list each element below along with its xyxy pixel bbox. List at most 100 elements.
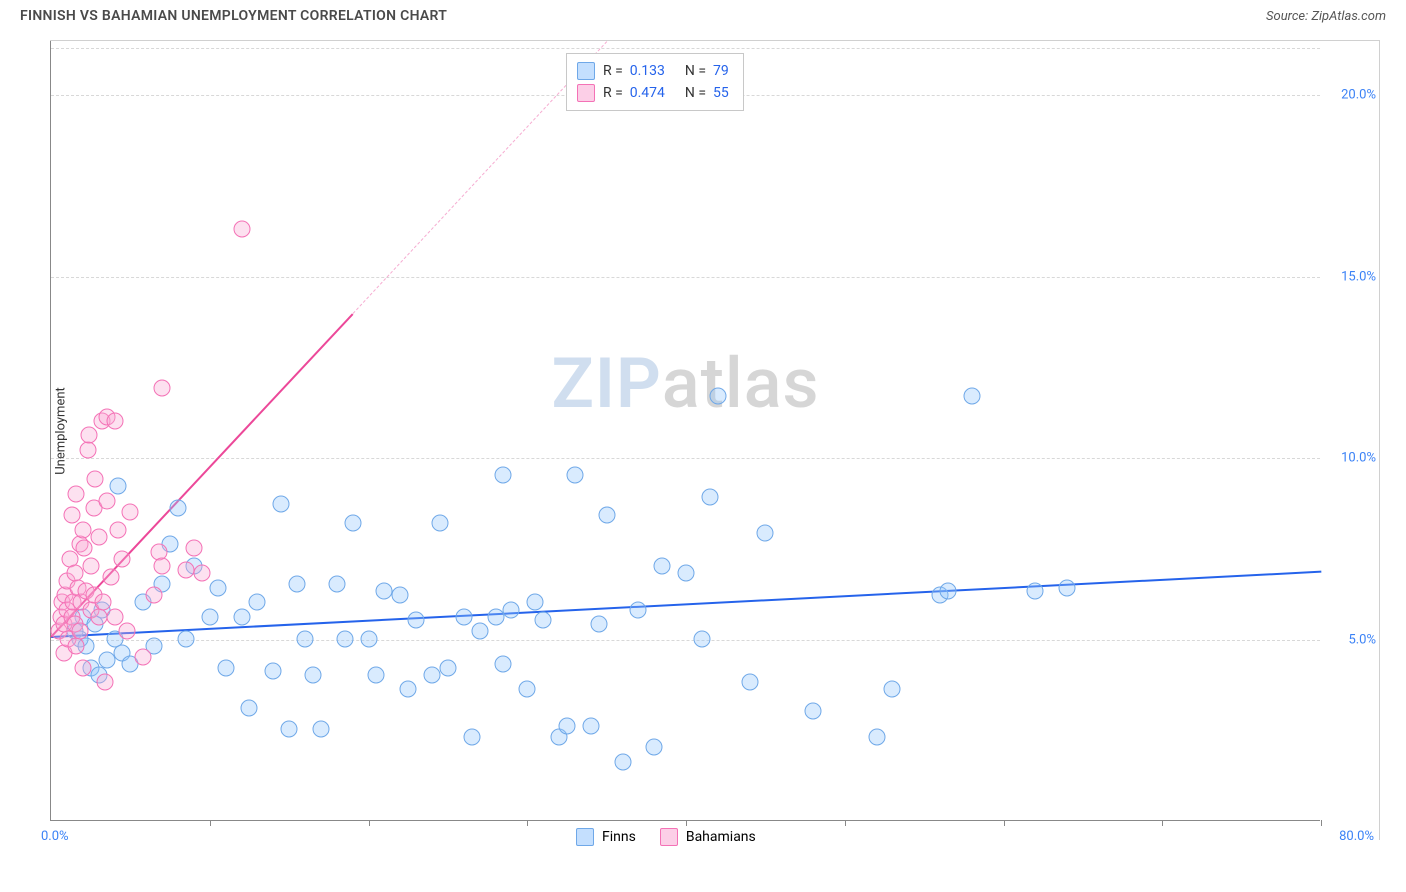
scatter-point: [598, 507, 615, 524]
scatter-point: [392, 587, 409, 604]
scatter-point: [106, 412, 123, 429]
scatter-point: [495, 656, 512, 673]
scatter-point: [709, 387, 726, 404]
scatter-point: [76, 539, 93, 556]
scatter-point: [122, 503, 139, 520]
x-end-label: 80.0%: [1339, 829, 1374, 844]
scatter-point: [68, 637, 85, 654]
scatter-point: [71, 623, 88, 640]
gridline-h: [51, 48, 1320, 49]
gridline-h: [51, 640, 1320, 641]
y-tick-label: 5.0%: [1348, 632, 1376, 647]
scatter-point: [114, 550, 131, 567]
scatter-point: [646, 739, 663, 756]
scatter-point: [74, 659, 91, 676]
legend-n: N = 79: [685, 60, 729, 82]
scatter-point: [233, 608, 250, 625]
scatter-point: [63, 507, 80, 524]
scatter-point: [297, 630, 314, 647]
scatter-point: [304, 666, 321, 683]
scatter-point: [757, 525, 774, 542]
scatter-point: [154, 380, 171, 397]
scatter-point: [535, 612, 552, 629]
series-legend-label: Bahamians: [686, 829, 756, 845]
scatter-point: [558, 717, 575, 734]
scatter-point: [360, 630, 377, 647]
scatter-point: [678, 565, 695, 582]
y-axis-label: Unemployment: [53, 387, 68, 475]
scatter-point: [90, 608, 107, 625]
scatter-point: [376, 583, 393, 600]
stats-legend-row: R = 0.474 N = 55: [577, 82, 729, 104]
scatter-point: [487, 608, 504, 625]
series-legend-item: Bahamians: [660, 828, 756, 846]
scatter-point: [95, 594, 112, 611]
x-tick: [845, 820, 846, 826]
scatter-point: [582, 717, 599, 734]
scatter-point: [82, 558, 99, 575]
scatter-point: [177, 561, 194, 578]
scatter-point: [471, 623, 488, 640]
plot-area: Unemployment ZIPatlas 5.0%10.0%15.0%20.0…: [50, 41, 1320, 821]
scatter-point: [495, 467, 512, 484]
x-origin-label: 0.0%: [41, 829, 69, 844]
y-tick-label: 15.0%: [1341, 269, 1376, 284]
scatter-point: [701, 489, 718, 506]
scatter-point: [503, 601, 520, 618]
x-tick: [527, 820, 528, 826]
x-tick: [1004, 820, 1005, 826]
scatter-point: [68, 485, 85, 502]
scatter-point: [170, 500, 187, 517]
legend-swatch: [576, 828, 594, 846]
scatter-point: [439, 659, 456, 676]
legend-r: R = 0.474: [603, 82, 665, 104]
legend-n: N = 55: [685, 82, 729, 104]
scatter-point: [98, 652, 115, 669]
scatter-point: [90, 529, 107, 546]
scatter-point: [630, 601, 647, 618]
stats-legend-row: R = 0.133N = 79: [577, 60, 729, 82]
scatter-point: [146, 587, 163, 604]
x-tick: [1321, 820, 1322, 826]
scatter-point: [119, 623, 136, 640]
legend-swatch: [660, 828, 678, 846]
scatter-point: [527, 594, 544, 611]
scatter-point: [289, 576, 306, 593]
scatter-point: [217, 659, 234, 676]
scatter-point: [74, 521, 91, 538]
scatter-point: [693, 630, 710, 647]
watermark: ZIPatlas: [551, 343, 819, 425]
scatter-point: [193, 565, 210, 582]
scatter-point: [201, 608, 218, 625]
stats-legend: R = 0.133N = 79R = 0.474 N = 55: [566, 53, 744, 111]
chart-title: FINNISH VS BAHAMIAN UNEMPLOYMENT CORRELA…: [20, 8, 447, 24]
scatter-point: [424, 666, 441, 683]
scatter-point: [614, 753, 631, 770]
series-legend-item: Finns: [576, 828, 636, 846]
scatter-point: [233, 220, 250, 237]
source-attribution: Source: ZipAtlas.com: [1266, 9, 1386, 24]
x-tick: [369, 820, 370, 826]
scatter-point: [939, 583, 956, 600]
y-tick-label: 20.0%: [1341, 88, 1376, 103]
scatter-point: [249, 594, 266, 611]
scatter-point: [1027, 583, 1044, 600]
scatter-point: [98, 492, 115, 509]
scatter-point: [135, 648, 152, 665]
scatter-point: [590, 616, 607, 633]
scatter-point: [87, 470, 104, 487]
scatter-point: [109, 478, 126, 495]
legend-swatch: [577, 62, 595, 80]
scatter-point: [868, 728, 885, 745]
scatter-point: [463, 728, 480, 745]
chart-container: Unemployment ZIPatlas 5.0%10.0%15.0%20.0…: [50, 40, 1380, 840]
scatter-point: [741, 674, 758, 691]
gridline-h: [51, 277, 1320, 278]
gridline-h: [51, 458, 1320, 459]
scatter-point: [336, 630, 353, 647]
x-tick: [1162, 820, 1163, 826]
scatter-point: [431, 514, 448, 531]
scatter-point: [654, 558, 671, 575]
series-legend-label: Finns: [602, 829, 636, 845]
scatter-point: [408, 612, 425, 629]
